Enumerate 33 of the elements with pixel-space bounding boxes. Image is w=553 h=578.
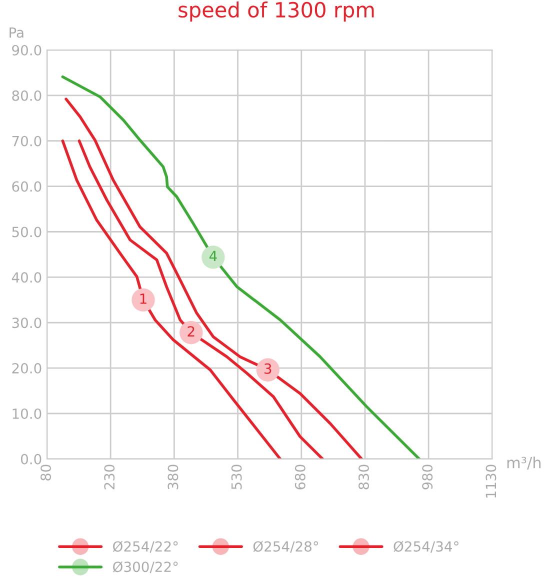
annotation: 3 bbox=[264, 363, 272, 374]
x-tick-label: 80 bbox=[40, 464, 52, 481]
y-tick-label: 10.0 bbox=[12, 408, 42, 419]
y-tick-label: 0.0 bbox=[20, 454, 42, 464]
line-series bbox=[61, 75, 421, 459]
y-tick-label: 90.0 bbox=[12, 44, 42, 56]
y-axis-title: Pa bbox=[10, 27, 24, 38]
legend-label: Ø254/28° bbox=[253, 540, 318, 553]
x-tick-label: 980 bbox=[422, 464, 433, 490]
y-tick-label: 30.0 bbox=[12, 318, 42, 328]
chart-title: speed of 1300 rpm bbox=[178, 2, 374, 22]
x-tick-label: 230 bbox=[104, 464, 115, 490]
line-series bbox=[61, 139, 282, 459]
legend-label: Ø254/34° bbox=[394, 540, 458, 553]
y-tick-label: 40.0 bbox=[12, 272, 42, 283]
x-axis-title: m³/h bbox=[507, 456, 541, 470]
y-tick-label: 20.0 bbox=[12, 363, 42, 374]
x-tick-label: 530 bbox=[231, 464, 242, 490]
y-tick-label: 70.0 bbox=[12, 136, 42, 146]
x-tick-label: 380 bbox=[168, 464, 178, 490]
x-tick-label: 1130 bbox=[486, 464, 496, 498]
annotation: 2 bbox=[188, 326, 194, 336]
legend-label: Ø300/22° bbox=[112, 561, 178, 574]
y-tick-label: 60.0 bbox=[12, 181, 42, 192]
annotation: 1 bbox=[140, 294, 146, 304]
line-series bbox=[64, 98, 363, 459]
line-series bbox=[78, 139, 324, 459]
annotation: 4 bbox=[209, 250, 217, 262]
legend-label: Ø254/22° bbox=[112, 540, 178, 553]
x-tick-label: 830 bbox=[358, 464, 370, 490]
y-tick-label: 50.0 bbox=[12, 226, 42, 238]
y-tick-label: 80.0 bbox=[12, 90, 42, 101]
x-tick-label: 680 bbox=[294, 464, 306, 490]
